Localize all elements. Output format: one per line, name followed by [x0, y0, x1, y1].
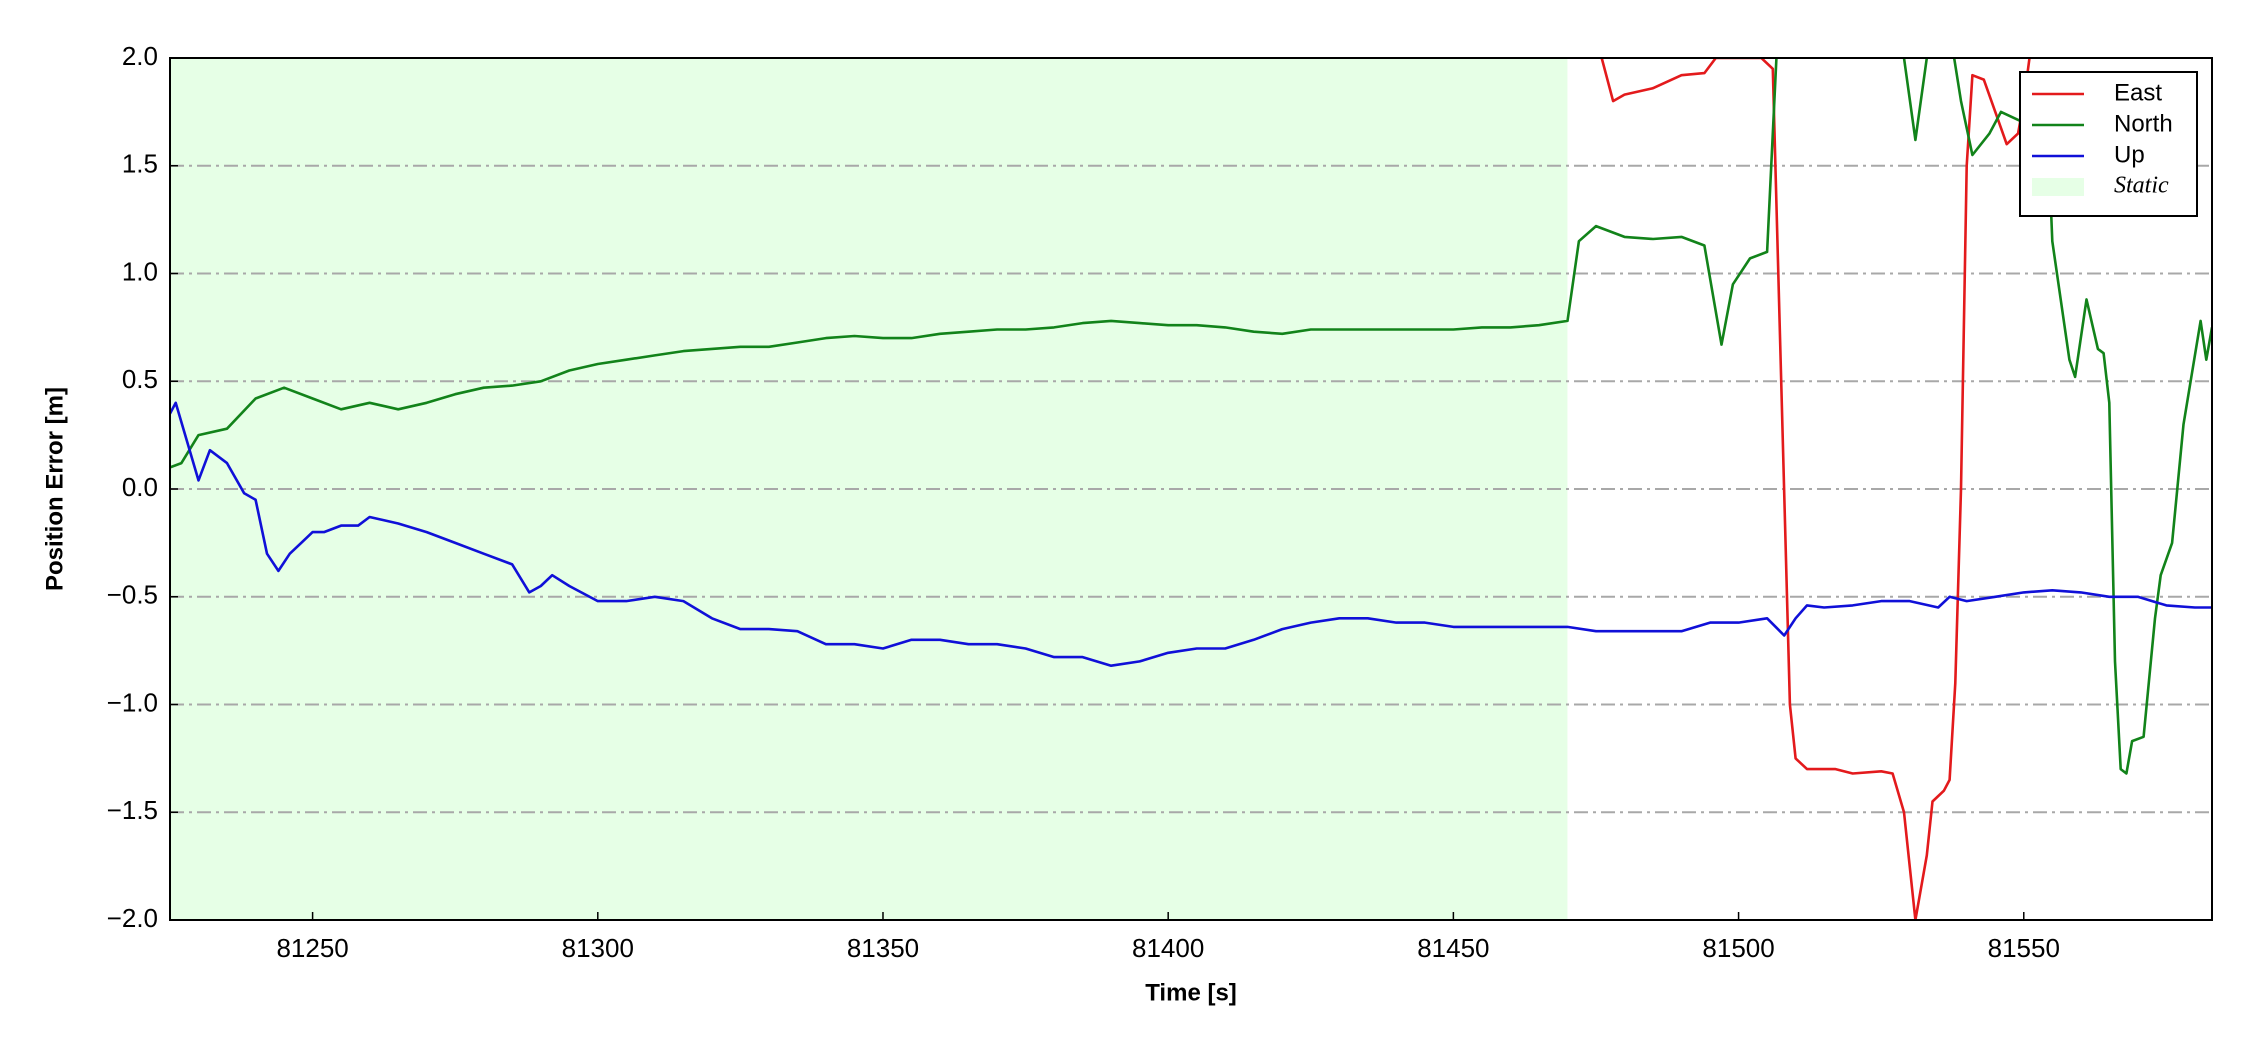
- axes: −2.0 −1.5 −1.0 −0.5 0.0 0.5 1.0 1.5 2.0 81250 8130…: [107, 41, 2213, 963]
- x-tick-label: 81300: [562, 933, 634, 963]
- x-tick-label: 81400: [1132, 933, 1204, 963]
- series-line: [1600, 58, 2031, 920]
- x-tick-label: 81500: [1702, 933, 1774, 963]
- legend-label: North: [2114, 110, 2173, 137]
- legend-patch: [2032, 178, 2084, 196]
- x-tick-label: 81350: [847, 933, 919, 963]
- series-line: [170, 58, 2212, 775]
- x-tick-label: 81450: [1417, 933, 1489, 963]
- lines: [170, 58, 2212, 920]
- legend-label: Static: [2114, 173, 2169, 199]
- y-tick-label: 0.5: [122, 364, 158, 394]
- y-tick-label: 1.0: [122, 256, 158, 286]
- y-tick-label: 1.5: [122, 149, 158, 179]
- x-tick-label: 81550: [1988, 933, 2060, 963]
- x-tick-label: 81250: [276, 933, 348, 963]
- y-tick-label: −1.5: [107, 795, 158, 825]
- legend: East North Up Static: [2019, 71, 2198, 217]
- plot-frame: [169, 57, 2213, 921]
- y-tick-label: 0.0: [122, 472, 158, 502]
- y-tick-label: −0.5: [107, 580, 158, 610]
- y-tick-label: −2.0: [107, 903, 158, 933]
- y-axis-title: Position Error [m]: [41, 387, 68, 591]
- x-axis-title: Time [s]: [1145, 979, 1237, 1006]
- y-tick-label: −1.0: [107, 687, 158, 717]
- series-line: [170, 401, 2212, 667]
- legend-label: Up: [2114, 141, 2145, 168]
- legend-label: East: [2114, 79, 2162, 106]
- y-tick-label: 2.0: [122, 41, 158, 71]
